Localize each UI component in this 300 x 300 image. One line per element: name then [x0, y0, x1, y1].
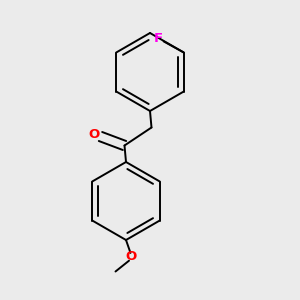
Text: F: F [154, 32, 163, 46]
Text: O: O [88, 128, 100, 141]
Text: O: O [125, 250, 136, 263]
